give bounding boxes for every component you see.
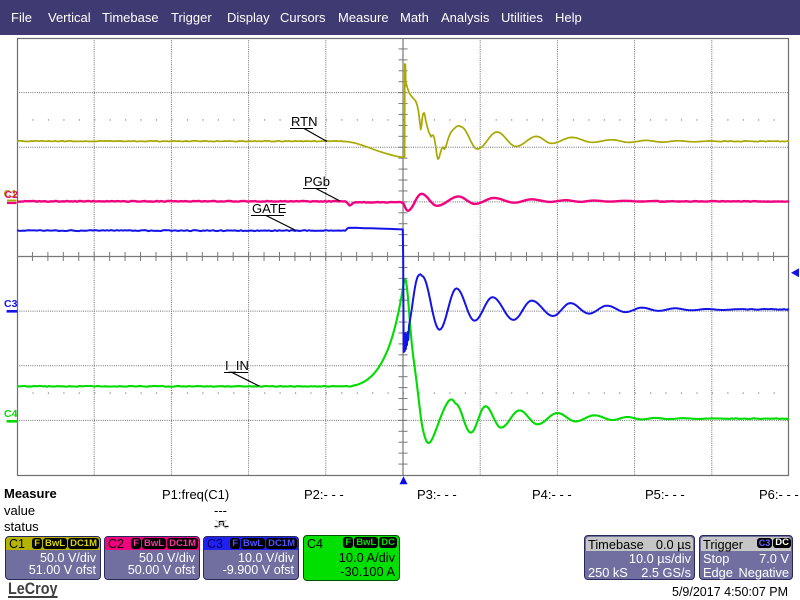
svg-text:C1: C1 [4,188,18,200]
svg-text:C3: C3 [4,298,18,310]
svg-text:C4: C4 [4,408,18,420]
svg-text:PGb: PGb [304,174,330,189]
svg-text:GATE: GATE [252,201,287,216]
svg-text:C2: C2 [5,189,19,201]
svg-text:RTN: RTN [291,114,317,129]
svg-text:I_IN: I_IN [225,358,249,373]
